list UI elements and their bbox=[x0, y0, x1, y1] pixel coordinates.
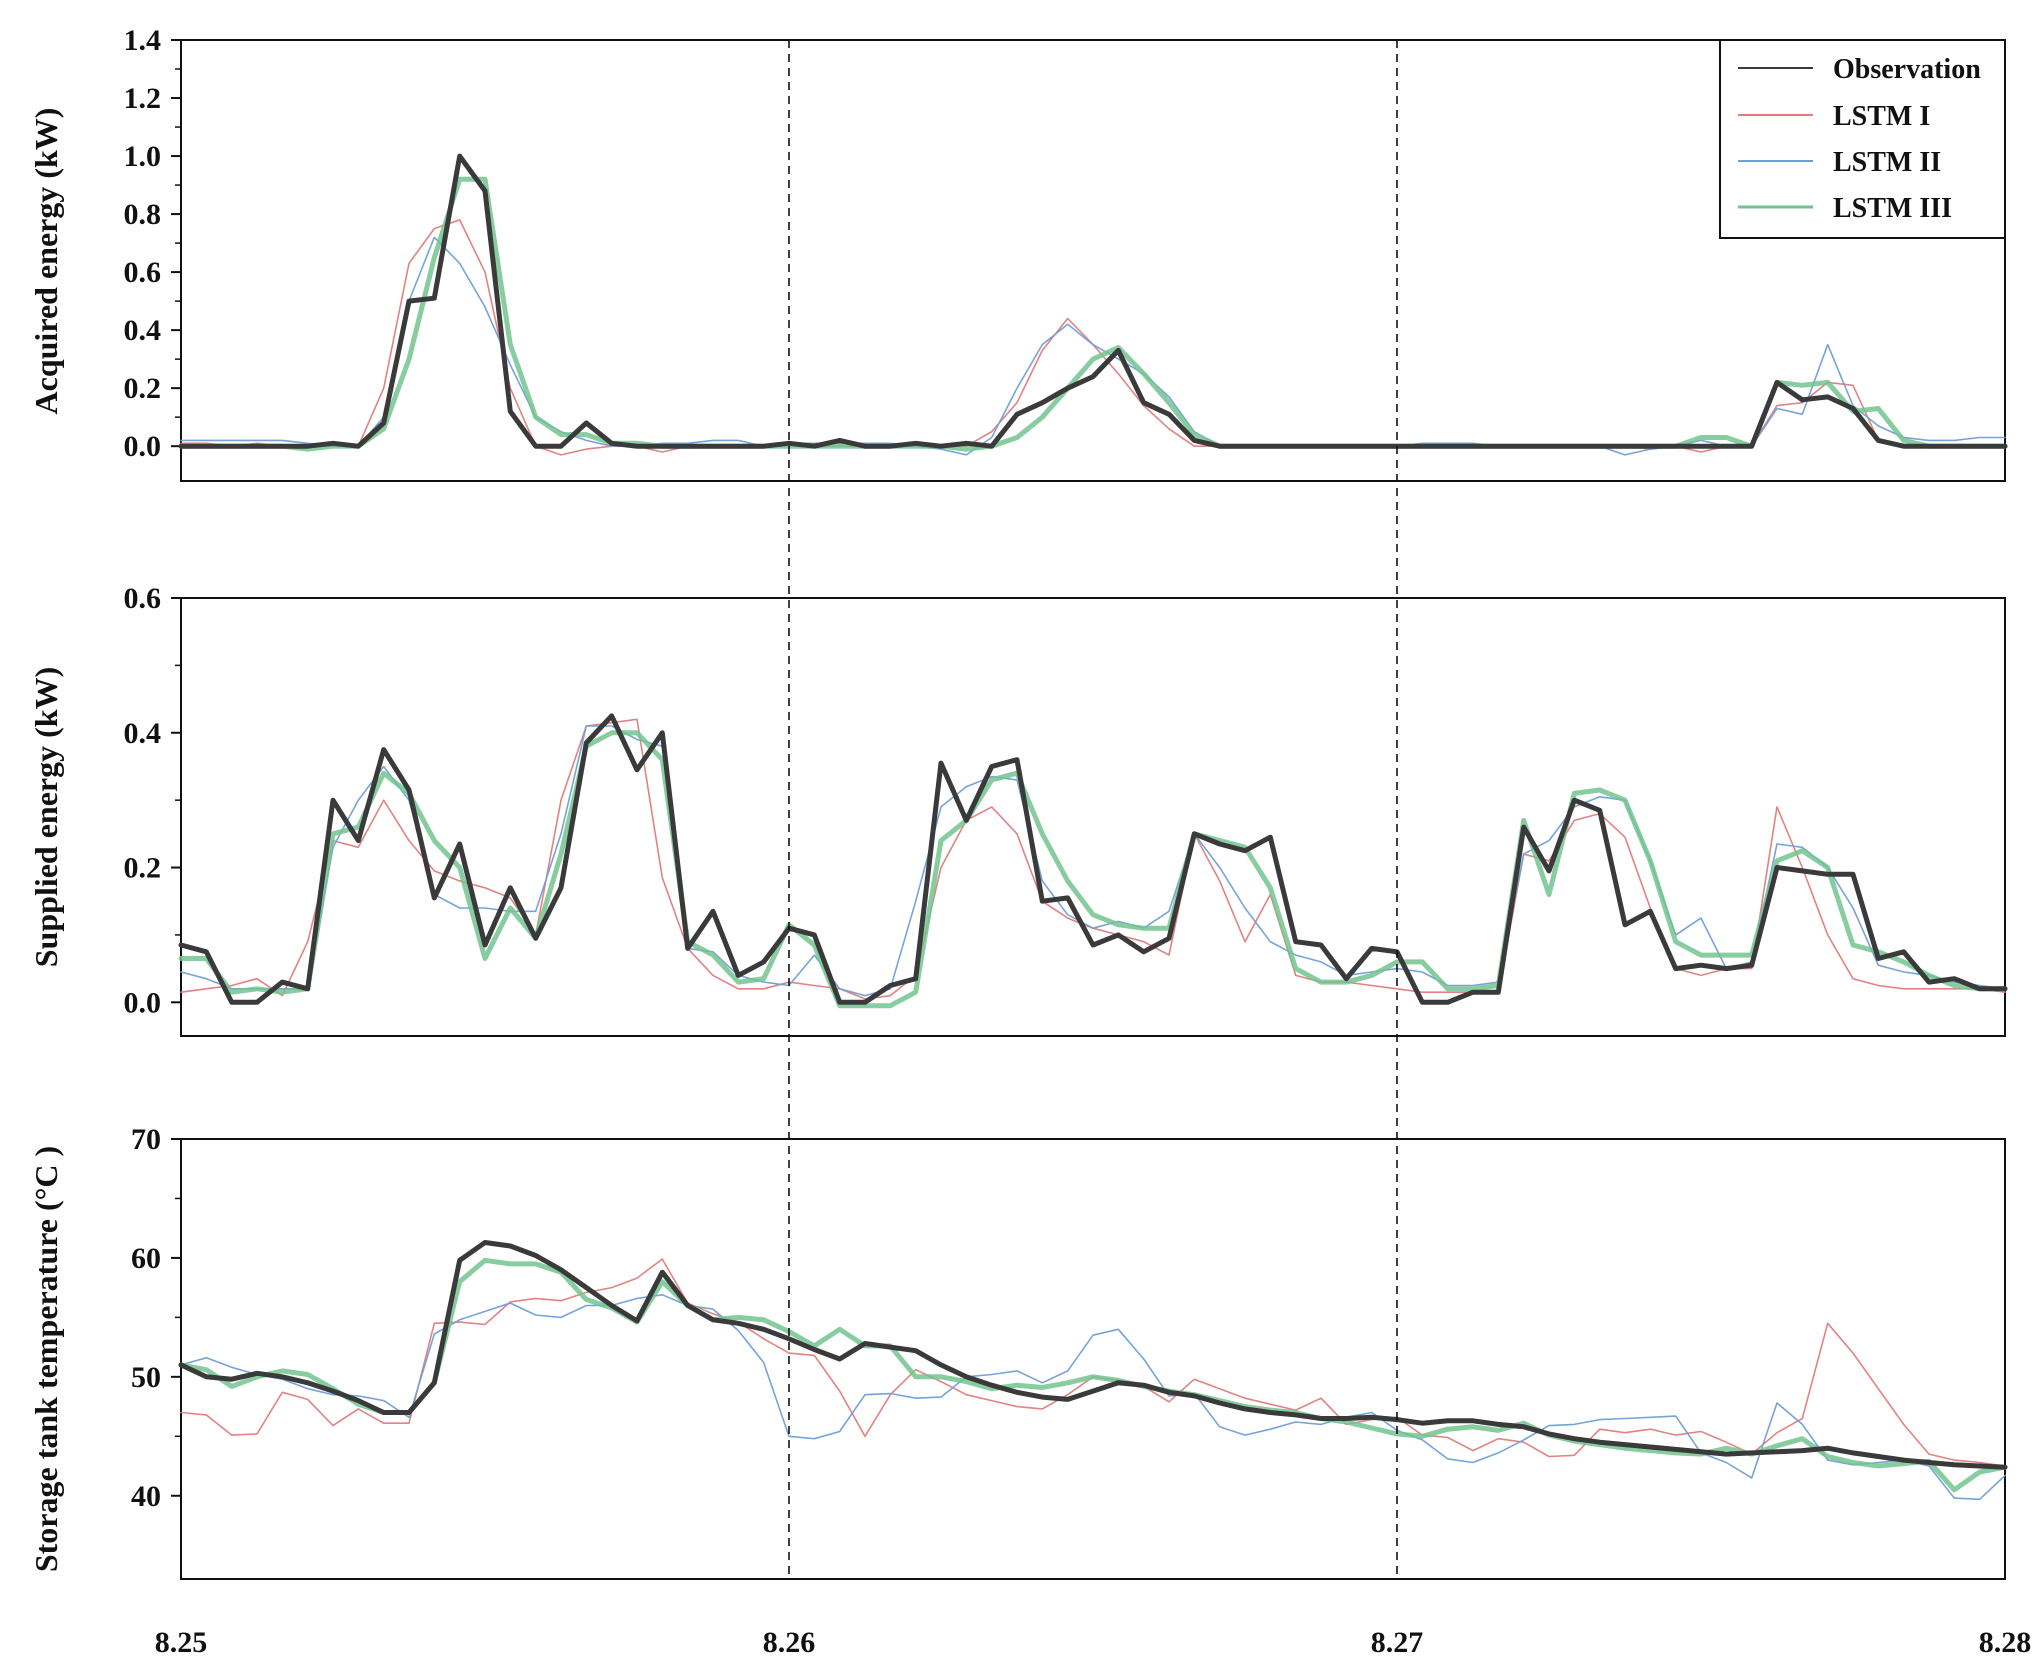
plot-frame bbox=[180, 597, 2006, 1037]
x-tick-label: 8.25 bbox=[155, 1626, 208, 1659]
x-axis: 8.25 8.26 8.27 8.28 bbox=[155, 1626, 2032, 1659]
legend-label-lstm-i: LSTM I bbox=[1833, 101, 1930, 132]
y-tick-label: 0.2 bbox=[124, 852, 162, 885]
y-tick-label: 70 bbox=[131, 1123, 161, 1156]
y-tick-label: 0.6 bbox=[124, 582, 162, 615]
series-group bbox=[178, 153, 2008, 456]
y-tick-label: 1.0 bbox=[124, 140, 162, 173]
series-line-lstm-ii bbox=[180, 725, 2006, 997]
y-tick-label: 60 bbox=[131, 1242, 161, 1275]
y-tick-label: 1.4 bbox=[124, 24, 162, 57]
plot-frame bbox=[180, 39, 2006, 482]
panel-supplied-energy: 0.0 0.2 0.4 0.6 Supplied energy (kW) bbox=[28, 582, 2008, 1037]
series-group bbox=[178, 713, 2008, 1009]
series-line-lstm-ii bbox=[180, 236, 2006, 456]
legend-label-lstm-iii: LSTM III bbox=[1833, 193, 1952, 224]
y-tick-label: 50 bbox=[131, 1361, 161, 1394]
legend-label-lstm-ii: LSTM II bbox=[1833, 147, 1941, 178]
y-tick-label: 1.2 bbox=[124, 82, 162, 115]
x-tick-label: 8.28 bbox=[1979, 1626, 2032, 1659]
y-axis: 0.0 0.2 0.4 0.6 0.8 1.0 1.2 1.4 bbox=[124, 24, 181, 463]
legend: Observation LSTM I LSTM II LSTM III bbox=[1719, 39, 2006, 239]
y-axis: 40 50 60 70 bbox=[131, 1123, 181, 1513]
legend-box bbox=[1719, 39, 2006, 239]
plot-frame bbox=[180, 1138, 2006, 1580]
series-group bbox=[178, 1240, 2008, 1501]
y-tick-label: 0.4 bbox=[124, 717, 162, 750]
y-axis-title: Supplied energy (kW) bbox=[28, 667, 64, 967]
y-tick-label: 0.2 bbox=[124, 372, 162, 405]
series-line-lstm-iii bbox=[178, 730, 2008, 1009]
y-axis-title: Storage tank temperature (°C ) bbox=[28, 1146, 64, 1572]
day-boundary-lines bbox=[788, 40, 1398, 1579]
y-axis-title: Acquired energy (kW) bbox=[28, 108, 64, 415]
series-line-observation bbox=[178, 153, 2008, 449]
series-line-observation bbox=[178, 713, 2008, 1005]
legend-label-observation: Observation bbox=[1833, 54, 1981, 85]
y-tick-label: 0.6 bbox=[124, 256, 162, 289]
series-line-observation bbox=[178, 1240, 2008, 1470]
x-tick-label: 8.26 bbox=[763, 1626, 816, 1659]
y-axis: 0.0 0.2 0.4 0.6 bbox=[124, 582, 181, 1019]
y-tick-label: 0.4 bbox=[124, 314, 162, 347]
y-tick-label: 0.0 bbox=[124, 430, 162, 463]
x-tick-label: 8.27 bbox=[1371, 1626, 1424, 1659]
series-line-lstm-iii bbox=[178, 176, 2008, 452]
y-tick-label: 0.0 bbox=[124, 986, 162, 1019]
panel-storage-tank-temperature: 40 50 60 70 Storage tank temperature (°C ) bbox=[28, 1123, 2008, 1580]
y-tick-label: 40 bbox=[131, 1480, 161, 1513]
y-tick-label: 0.8 bbox=[124, 198, 162, 231]
panel-acquired-energy: 0.0 0.2 0.4 0.6 0.8 1.0 1.2 1.4 Acquired energy… bbox=[28, 24, 2008, 482]
